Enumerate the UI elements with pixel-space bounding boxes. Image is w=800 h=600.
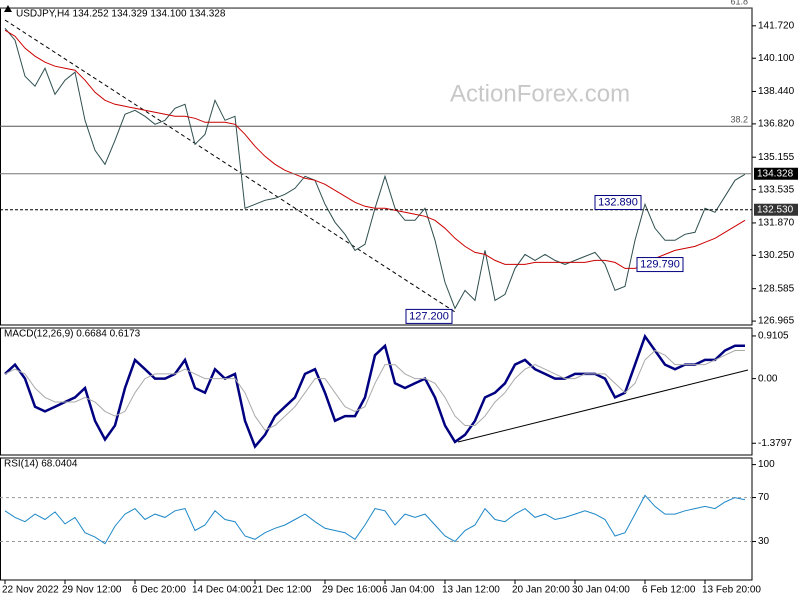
panel-frame [0,327,753,456]
y-tick-label: 128.585 [758,283,795,294]
y-tick-label: 135.155 [758,152,795,163]
y-tick-label: 133.535 [758,184,795,195]
panel-title: RSI(14) 68.0404 [4,459,78,470]
x-tick-label: 6 Feb 12:00 [642,585,696,596]
panel-title: USDJPY,H4 134.252 134.329 134.100 134.32… [16,9,226,20]
symbol-icon [4,5,12,12]
watermark: ActionForex.com [450,80,630,107]
y-tick-label: 70 [758,492,770,503]
y-tick-label: 140.100 [758,53,795,64]
y-tick-label: 126.965 [758,316,795,327]
level-label: 132.530 [757,204,794,215]
fib-label: 38.2 [730,115,748,125]
trend-line [4,19,456,313]
x-tick-label: 6 Dec 20:00 [132,585,186,596]
y-tick-label: 130.250 [758,250,795,261]
panel-frame [0,457,753,581]
series-line [4,494,746,545]
y-tick-label: 136.820 [758,119,795,130]
panel-title: MACD(12,26,9) 0.6684 0.6173 [4,329,141,340]
y-tick-label: 138.440 [758,86,795,97]
annotation-box [636,257,684,273]
price-label: 134.328 [757,168,794,179]
annotation-box [594,195,642,211]
price-box [754,167,798,180]
annotation-label: 127.200 [409,310,449,322]
x-tick-label: 13 Feb 20:00 [702,585,761,596]
annotation-box [405,308,453,324]
macd-trend-line [457,369,749,443]
y-tick-label: 0.00 [758,373,778,384]
y-tick-label: 0.9105 [758,331,789,342]
x-tick-label: 14 Dec 04:00 [192,585,252,596]
series-line [4,349,745,431]
y-tick-label: 100 [758,459,775,470]
x-tick-label: 6 Jan 04:00 [382,585,435,596]
level-box [754,203,798,216]
y-tick-label: 30 [758,536,770,547]
annotation-label: 129.790 [640,258,680,270]
x-tick-label: 22 Nov 2022 [2,585,59,596]
series-line [4,333,745,450]
x-tick-label: 13 Jan 12:00 [442,585,500,596]
x-tick-label: 30 Jan 04:00 [572,585,630,596]
y-tick-label: 141.720 [758,20,795,31]
x-tick-label: 29 Nov 12:00 [62,585,122,596]
y-tick-label: 131.870 [758,218,795,229]
x-tick-label: 29 Dec 16:00 [322,585,382,596]
x-tick-label: 21 Dec 12:00 [252,585,312,596]
annotation-label: 132.890 [598,196,638,208]
x-tick-label: 20 Jan 20:00 [512,585,570,596]
fib-label: 61.8 [730,0,748,7]
y-tick-label: -1.3797 [758,438,792,449]
series-line [4,29,746,269]
